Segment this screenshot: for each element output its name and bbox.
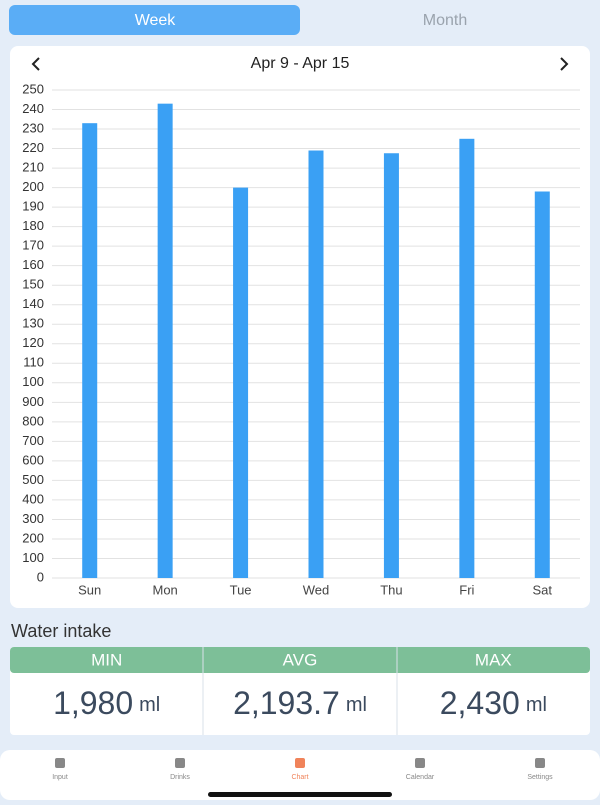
- stat-number: 2,430: [440, 685, 520, 721]
- stat-label: MIN: [91, 650, 122, 669]
- tab-label[interactable]: Input: [52, 774, 68, 781]
- y-tick-label: 170: [22, 238, 44, 253]
- chart-title: Apr 9 - Apr 15: [251, 55, 350, 72]
- tab-bar: [0, 750, 600, 800]
- section-title: Water intake: [11, 621, 111, 641]
- prev-button[interactable]: [31, 57, 40, 71]
- chart-card: [10, 46, 590, 608]
- x-tick-label: Sun: [78, 582, 101, 597]
- x-tick-label: Wed: [303, 582, 330, 597]
- next-button[interactable]: [560, 57, 569, 71]
- y-tick-label: 100: [22, 550, 44, 565]
- y-tick-label: 150: [22, 277, 44, 292]
- y-tick-label: 120: [22, 335, 44, 350]
- y-tick-label: 200: [22, 530, 44, 545]
- stat-number: 1,980: [53, 685, 133, 721]
- y-tick-label: 180: [22, 218, 44, 233]
- y-tick-label: 600: [22, 452, 44, 467]
- tab-icon[interactable]: [175, 758, 185, 768]
- y-tick-label: 160: [22, 257, 44, 272]
- y-tick-label: 140: [22, 296, 44, 311]
- tab-label[interactable]: Chart: [291, 774, 308, 781]
- stat-number: 2,193.7: [233, 685, 340, 721]
- stat-unit: ml: [346, 694, 367, 716]
- bar: [534, 191, 550, 578]
- bar: [383, 153, 399, 578]
- bar: [233, 187, 249, 578]
- y-tick-label: 400: [22, 491, 44, 506]
- tab-label[interactable]: Settings: [527, 774, 553, 781]
- y-tick-label: 110: [23, 355, 44, 370]
- y-tick-label: 0: [37, 569, 44, 584]
- y-tick-label: 900: [22, 394, 44, 409]
- tab-label[interactable]: Drinks: [170, 774, 190, 781]
- y-tick-label: 210: [22, 160, 44, 175]
- stats-header: [10, 647, 590, 673]
- y-tick-label: 700: [22, 433, 44, 448]
- bar: [157, 103, 173, 578]
- y-tick-label: 240: [22, 101, 44, 116]
- bar: [459, 138, 475, 579]
- y-tick-label: 500: [22, 472, 44, 487]
- x-tick-label: Thu: [380, 582, 402, 597]
- x-tick-label: Sat: [533, 582, 553, 597]
- stat-label: AVG: [283, 650, 318, 669]
- tab-label[interactable]: Calendar: [406, 774, 435, 781]
- y-tick-label: 220: [22, 140, 44, 155]
- y-tick-label: 250: [22, 81, 44, 96]
- home-indicator: [208, 792, 392, 797]
- y-tick-label: 190: [22, 199, 44, 214]
- segment-label[interactable]: Week: [135, 12, 177, 29]
- tab-icon[interactable]: [415, 758, 425, 768]
- tab-icon[interactable]: [535, 758, 545, 768]
- y-tick-label: 300: [22, 511, 44, 526]
- bar: [82, 123, 98, 579]
- x-tick-label: Fri: [459, 582, 474, 597]
- stat-unit: ml: [139, 694, 160, 716]
- stat-value: 2,430 ml: [440, 685, 547, 721]
- y-tick-label: 230: [22, 120, 44, 135]
- stat-value: 2,193.7 ml: [233, 685, 367, 721]
- x-tick-label: Tue: [230, 582, 252, 597]
- tab-icon[interactable]: [55, 758, 65, 768]
- y-tick-label: 100: [22, 374, 44, 389]
- y-tick-label: 200: [22, 179, 44, 194]
- stat-unit: ml: [526, 694, 547, 716]
- y-tick-label: 800: [22, 413, 44, 428]
- x-tick-label: Mon: [152, 582, 177, 597]
- stat-label: MAX: [475, 650, 512, 669]
- stat-value: 1,980 ml: [53, 685, 160, 721]
- segment-active[interactable]: [9, 5, 300, 35]
- bar: [308, 150, 324, 578]
- segment-label[interactable]: Month: [423, 12, 467, 29]
- tab-icon[interactable]: [295, 758, 305, 768]
- y-tick-label: 130: [22, 316, 44, 331]
